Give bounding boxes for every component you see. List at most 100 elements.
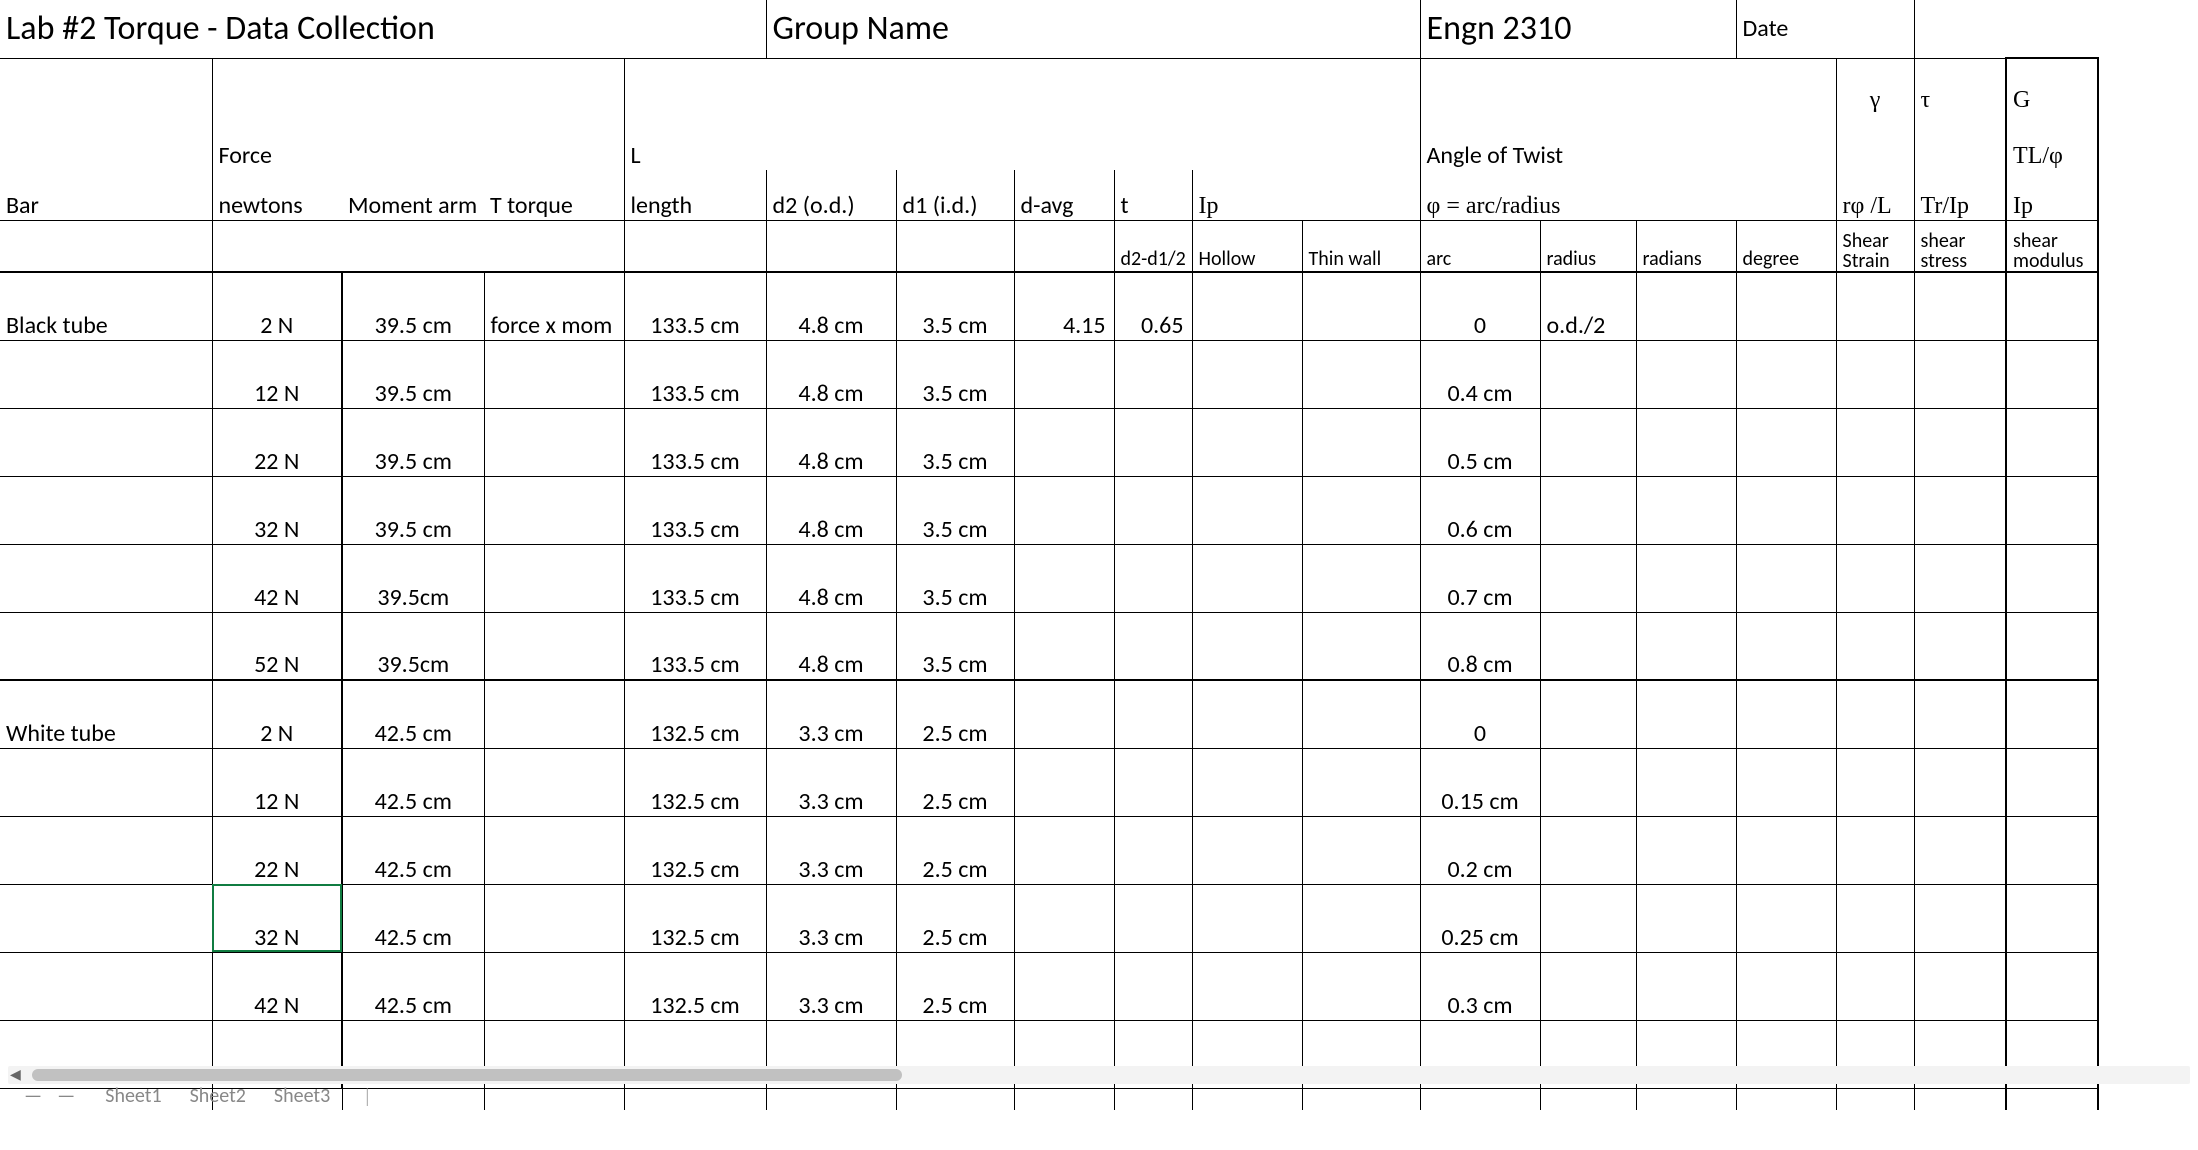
cell-arc[interactable]: 0.8 cm	[1420, 612, 1540, 680]
cell-ip-hollow[interactable]	[1192, 952, 1302, 1020]
cell-t[interactable]	[1114, 476, 1192, 544]
cell-shear-strain[interactable]	[1836, 952, 1914, 1020]
cell-moment-arm[interactable]: 39.5 cm	[342, 476, 484, 544]
cell-arc[interactable]: 0	[1420, 680, 1540, 748]
cell-bar[interactable]	[0, 748, 212, 816]
table-row[interactable]: 42 N39.5cm133.5 cm4.8 cm3.5 cm0.7 cm	[0, 544, 2198, 612]
cell-d2[interactable]: 4.8 cm	[766, 408, 896, 476]
cell-arc[interactable]: 0.4 cm	[1420, 340, 1540, 408]
cell-radians[interactable]	[1636, 544, 1736, 612]
cell-length[interactable]: 132.5 cm	[624, 884, 766, 952]
date-label[interactable]: Date	[1736, 0, 1836, 58]
cell-d1[interactable]: 3.5 cm	[896, 340, 1014, 408]
cell-ip-thin[interactable]	[1302, 748, 1420, 816]
cell-shear-modulus[interactable]	[2006, 272, 2098, 340]
cell-ip-hollow[interactable]	[1192, 272, 1302, 340]
sheet-tab-bar[interactable]: — — Sheet1 Sheet2 Sheet3 ｜	[0, 1084, 2198, 1110]
cell-arc[interactable]: 0.7 cm	[1420, 544, 1540, 612]
cell-ip-thin[interactable]	[1302, 884, 1420, 952]
cell-shear-strain[interactable]	[1836, 272, 1914, 340]
cell-ip-hollow[interactable]	[1192, 612, 1302, 680]
cell-d1[interactable]: 2.5 cm	[896, 680, 1014, 748]
cell-force[interactable]: 2 N	[212, 272, 342, 340]
cell-degree[interactable]	[1736, 476, 1836, 544]
cell-length[interactable]: 133.5 cm	[624, 544, 766, 612]
cell-d2[interactable]: 4.8 cm	[766, 476, 896, 544]
cell-arc[interactable]: 0.6 cm	[1420, 476, 1540, 544]
cell-davg[interactable]	[1014, 408, 1114, 476]
cell-t[interactable]	[1114, 884, 1192, 952]
cell-bar[interactable]: White tube	[0, 680, 212, 748]
cell-torque[interactable]	[484, 340, 624, 408]
cell-length[interactable]: 133.5 cm	[624, 612, 766, 680]
course-label[interactable]: Engn 2310	[1420, 0, 1636, 58]
cell-bar[interactable]	[0, 340, 212, 408]
cell-degree[interactable]	[1736, 952, 1836, 1020]
cell-force[interactable]: 12 N	[212, 340, 342, 408]
cell-shear-strain[interactable]	[1836, 884, 1914, 952]
cell-shear-stress[interactable]	[1914, 272, 2006, 340]
cell-force[interactable]: 12 N	[212, 748, 342, 816]
cell-degree[interactable]	[1736, 748, 1836, 816]
cell-ip-hollow[interactable]	[1192, 816, 1302, 884]
table-row[interactable]: Black tube2 N39.5 cmforce x mom133.5 cm4…	[0, 272, 2198, 340]
cell-bar[interactable]	[0, 952, 212, 1020]
cell-force[interactable]: 32 N	[212, 476, 342, 544]
cell-davg[interactable]	[1014, 748, 1114, 816]
cell-t[interactable]	[1114, 340, 1192, 408]
table-row[interactable]: 12 N42.5 cm132.5 cm3.3 cm2.5 cm0.15 cm	[0, 748, 2198, 816]
cell-shear-stress[interactable]	[1914, 612, 2006, 680]
cell-bar[interactable]	[0, 612, 212, 680]
table-row[interactable]: 22 N42.5 cm132.5 cm3.3 cm2.5 cm0.2 cm	[0, 816, 2198, 884]
cell-ip-thin[interactable]	[1302, 612, 1420, 680]
table-row[interactable]: 12 N39.5 cm133.5 cm4.8 cm3.5 cm0.4 cm	[0, 340, 2198, 408]
header-row-3[interactable]: d2-d1/2 Hollow Thin wall arc radius radi…	[0, 220, 2198, 272]
cell-shear-stress[interactable]	[1914, 884, 2006, 952]
cell-torque[interactable]: force x mom	[484, 272, 624, 340]
cell-shear-strain[interactable]	[1836, 680, 1914, 748]
cell-d2[interactable]: 3.3 cm	[766, 748, 896, 816]
group-name-label[interactable]: Group Name	[766, 0, 1302, 58]
cell-torque[interactable]	[484, 476, 624, 544]
cell-torque[interactable]	[484, 952, 624, 1020]
cell-d2[interactable]: 4.8 cm	[766, 544, 896, 612]
cell-ip-thin[interactable]	[1302, 816, 1420, 884]
cell-ip-hollow[interactable]	[1192, 884, 1302, 952]
cell-d2[interactable]: 4.8 cm	[766, 612, 896, 680]
cell-radius[interactable]	[1540, 612, 1636, 680]
cell-ip-hollow[interactable]	[1192, 476, 1302, 544]
cell-davg[interactable]: 4.15	[1014, 272, 1114, 340]
cell-radians[interactable]	[1636, 748, 1736, 816]
cell-bar[interactable]	[0, 476, 212, 544]
cell-force[interactable]: 22 N	[212, 816, 342, 884]
cell-shear-modulus[interactable]	[2006, 680, 2098, 748]
spreadsheet-table[interactable]: Lab #2 Torque - Data Collection Group Na…	[0, 0, 2198, 1110]
cell-moment-arm[interactable]: 39.5 cm	[342, 272, 484, 340]
cell-arc[interactable]: 0.25 cm	[1420, 884, 1540, 952]
cell-arc[interactable]: 0.15 cm	[1420, 748, 1540, 816]
cell-bar[interactable]	[0, 816, 212, 884]
cell-ip-thin[interactable]	[1302, 680, 1420, 748]
cell-shear-strain[interactable]	[1836, 612, 1914, 680]
cell-ip-hollow[interactable]	[1192, 408, 1302, 476]
cell-davg[interactable]	[1014, 816, 1114, 884]
cell-radians[interactable]	[1636, 408, 1736, 476]
cell-davg[interactable]	[1014, 544, 1114, 612]
cell-radius[interactable]: o.d./2	[1540, 272, 1636, 340]
cell-bar[interactable]	[0, 544, 212, 612]
cell-d1[interactable]: 2.5 cm	[896, 884, 1014, 952]
scrollbar-thumb[interactable]	[32, 1069, 902, 1081]
cell-moment-arm[interactable]: 39.5 cm	[342, 340, 484, 408]
cell-davg[interactable]	[1014, 952, 1114, 1020]
cell-radius[interactable]	[1540, 408, 1636, 476]
cell-shear-strain[interactable]	[1836, 544, 1914, 612]
cell-shear-strain[interactable]	[1836, 748, 1914, 816]
cell-radius[interactable]	[1540, 952, 1636, 1020]
table-row[interactable]: 42 N42.5 cm132.5 cm3.3 cm2.5 cm0.3 cm	[0, 952, 2198, 1020]
cell-ip-hollow[interactable]	[1192, 544, 1302, 612]
cell-d1[interactable]: 2.5 cm	[896, 748, 1014, 816]
cell-degree[interactable]	[1736, 884, 1836, 952]
cell-moment-arm[interactable]: 39.5 cm	[342, 408, 484, 476]
cell-davg[interactable]	[1014, 476, 1114, 544]
cell-d1[interactable]: 3.5 cm	[896, 408, 1014, 476]
